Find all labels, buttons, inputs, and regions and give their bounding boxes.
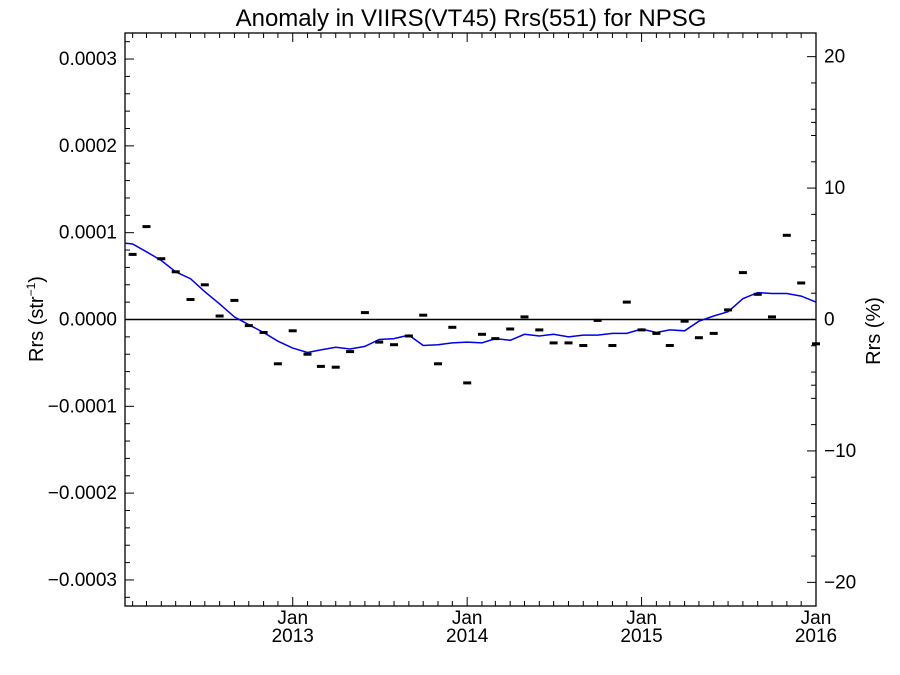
y-right-tick-label: −20 (824, 572, 856, 593)
series-smoothed-line (124, 242, 817, 354)
data-point-marker (491, 337, 500, 341)
data-point-marker (259, 331, 268, 334)
y-axis-label-left: Rrs (str−1) (24, 276, 48, 362)
data-point-marker (346, 350, 355, 354)
data-point-marker (186, 298, 195, 301)
left-axis: 0.0003 0.0002 0.0001 0.0000 −0.0001 −0.0002 −0… (48, 41, 134, 598)
y-right-tick-label: 0 (824, 310, 835, 331)
plot-area: 0.0003 0.0002 0.0001 0.0000 −0.0001 −0.0002 −0… (48, 32, 856, 647)
data-point-marker (782, 233, 791, 237)
x-tick-label-month: Jan (626, 608, 657, 629)
data-point-marker (709, 331, 718, 335)
data-point-marker (230, 298, 239, 302)
y-tick-label: −0.0002 (48, 483, 117, 504)
data-point-marker (404, 334, 413, 338)
x-tick-label-month: Jan (452, 608, 483, 629)
data-point-marker (434, 362, 442, 366)
data-point-marker (360, 311, 369, 315)
right-axis: 20 10 0 −10 −20 (807, 47, 856, 593)
data-point-marker (273, 362, 282, 366)
y-tick-label: −0.0001 (48, 396, 117, 417)
data-point-marker (724, 308, 733, 312)
data-point-marker (520, 315, 529, 319)
data-point-marker (419, 313, 428, 317)
data-point-marker (535, 328, 544, 332)
x-tick-label-year: 2016 (795, 626, 837, 647)
data-point-marker (680, 319, 689, 323)
x-tick-label-year: 2015 (620, 626, 662, 647)
data-point-marker (652, 331, 661, 335)
data-point-marker (200, 283, 209, 287)
data-point-marker (478, 332, 486, 336)
data-point-marker (506, 327, 515, 331)
data-point-marker (331, 365, 340, 369)
x-tick-label-month: Jan (277, 608, 308, 629)
y-tick-label: 0.0002 (59, 136, 117, 157)
data-point-marker (448, 325, 457, 329)
x-tick-label-year: 2013 (272, 626, 314, 647)
data-point-marker (463, 381, 472, 385)
series-monthly-markers (128, 225, 820, 385)
data-point-marker (608, 344, 617, 347)
data-point-marker (171, 270, 180, 274)
data-point-marker (694, 336, 703, 340)
data-point-marker (316, 364, 325, 368)
data-point-marker (637, 328, 646, 332)
data-point-marker (593, 318, 602, 322)
y-right-tick-label: −10 (824, 441, 856, 462)
y-axis-label-right: Rrs (%) (863, 297, 885, 365)
chart-title: Anomaly in VIIRS(VT45) Rrs(551) for NPSG (236, 5, 707, 32)
y-axis-label-left-superscript: −1 (24, 282, 38, 296)
data-point-marker (128, 252, 137, 256)
y-right-tick-label: 20 (824, 47, 845, 68)
data-point-marker (390, 343, 398, 347)
y-axis-label-left-close: ) (26, 276, 48, 283)
y-tick-label: 0.0000 (59, 310, 117, 331)
data-point-marker (244, 324, 253, 328)
x-tick-label-month: Jan (801, 608, 832, 629)
data-point-marker (768, 315, 776, 319)
data-point-marker (303, 352, 312, 356)
data-point-marker (215, 314, 224, 318)
data-point-marker (665, 344, 674, 347)
y-tick-label: −0.0003 (48, 570, 117, 591)
data-point-marker (157, 257, 166, 261)
data-point-marker (753, 292, 762, 296)
data-point-marker (738, 271, 747, 275)
y-axis-label-left-text: Rrs (str (26, 296, 48, 362)
data-point-marker (564, 341, 573, 345)
y-tick-label: 0.0001 (59, 223, 117, 244)
data-point-marker (797, 281, 806, 285)
y-tick-label: 0.0003 (59, 49, 117, 70)
data-point-marker (549, 341, 558, 345)
data-point-marker (622, 300, 631, 304)
data-point-marker (812, 342, 820, 346)
y-right-tick-label: 10 (824, 178, 845, 199)
x-tick-label-year: 2014 (446, 626, 489, 647)
data-point-marker (579, 344, 588, 347)
data-point-marker (375, 340, 384, 344)
data-point-marker (142, 225, 151, 229)
data-point-marker (288, 329, 297, 333)
